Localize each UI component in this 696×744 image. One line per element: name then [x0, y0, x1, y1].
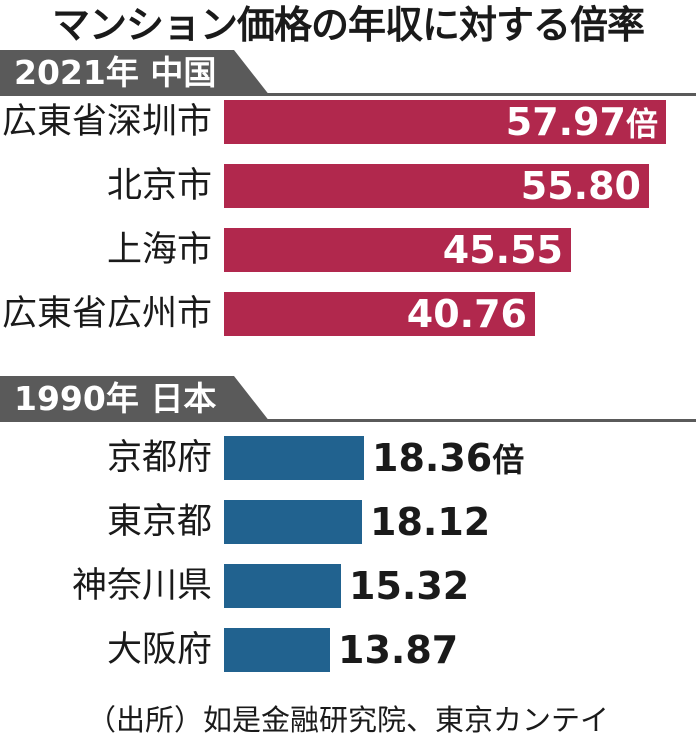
data-label-value: 40.76	[406, 292, 527, 336]
section-title-china: 2021年 中国	[14, 53, 217, 92]
data-label-value: 18.12	[370, 500, 491, 544]
data-label: 40.76	[224, 288, 527, 340]
section-band-fill	[0, 376, 270, 422]
chart-title: マンション価格の年収に対する倍率	[51, 3, 645, 47]
section-band-rule	[0, 93, 696, 96]
category-label: 神奈川県	[71, 566, 212, 606]
data-label-value: 57.97	[505, 100, 626, 144]
data-label: 45.55	[224, 224, 563, 276]
data-label-value: 45.55	[442, 228, 563, 272]
section-band-shape	[0, 376, 696, 422]
bar	[224, 436, 364, 480]
bar	[224, 564, 341, 608]
section-band-fill	[0, 50, 270, 96]
category-label: 広東省広州市	[1, 294, 212, 334]
bar	[224, 500, 362, 544]
data-label-value: 55.80	[520, 164, 641, 208]
data-label-value: 15.32	[349, 564, 470, 608]
section-title-japan: 1990年 日本	[14, 379, 217, 418]
category-label: 京都府	[106, 438, 212, 478]
data-label: 57.97倍	[224, 96, 658, 148]
bar	[224, 228, 571, 272]
data-label-value: 18.36	[372, 436, 493, 480]
category-label: 広東省深圳市	[1, 102, 212, 142]
section-band-rule	[0, 419, 696, 422]
bar	[224, 628, 330, 672]
source-note: （出所）如是金融研究院、東京カンテイ	[86, 703, 609, 737]
data-label: 13.87	[338, 624, 458, 676]
data-label: 55.80	[224, 160, 641, 212]
section-band-japan: 1990年 日本	[0, 376, 696, 422]
bar	[224, 292, 535, 336]
data-label-unit: 倍	[625, 105, 658, 143]
category-label: 北京市	[106, 166, 212, 206]
data-label-value: 13.87	[338, 628, 459, 672]
category-label: 大阪府	[106, 630, 212, 670]
category-label: 東京都	[106, 502, 212, 542]
section-band-shape	[0, 50, 696, 96]
data-label-unit: 倍	[492, 441, 525, 479]
bar	[224, 100, 666, 144]
section-band-china: 2021年 中国	[0, 50, 696, 96]
category-label: 上海市	[106, 230, 212, 270]
data-label: 18.36倍	[372, 432, 524, 484]
data-label: 18.12	[370, 496, 490, 548]
data-label: 15.32	[349, 560, 469, 612]
bar	[224, 164, 649, 208]
